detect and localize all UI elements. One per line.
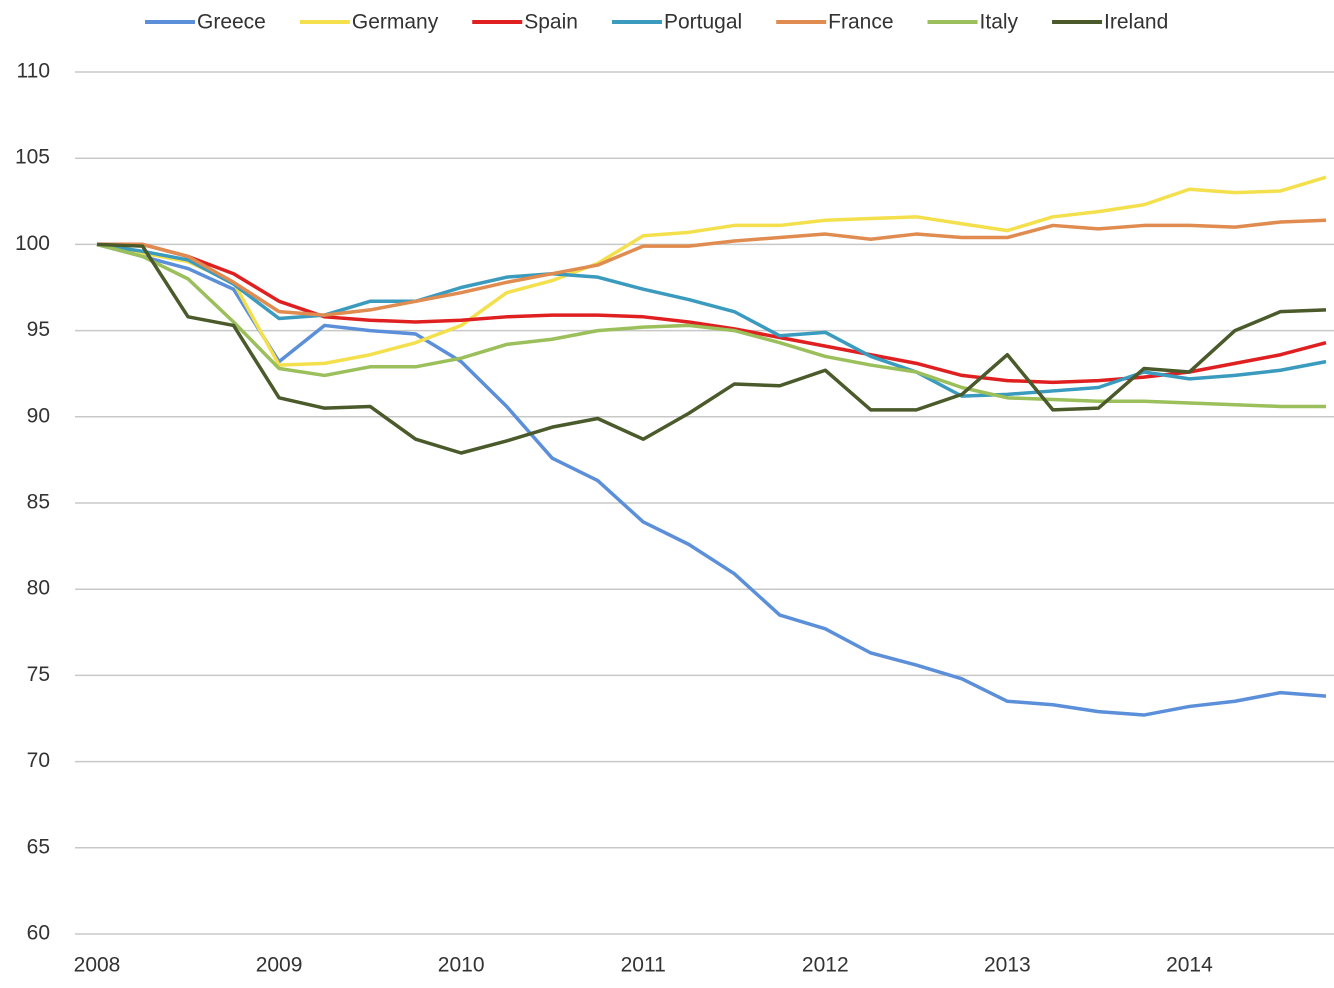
series-line [97, 218, 1327, 317]
series-line [96, 242, 1327, 398]
legend-label: Spain [524, 11, 578, 34]
y-tick-label: 80 [27, 577, 50, 600]
x-tick-label: 2010 [438, 954, 485, 977]
x-tick-label: 2008 [74, 954, 121, 977]
y-tick-label: 60 [27, 922, 50, 945]
legend-label: France [828, 11, 893, 34]
legend-label: Germany [352, 11, 439, 34]
legend-label: Italy [980, 11, 1019, 34]
y-tick-label: 110 [17, 60, 50, 83]
y-tick-label: 105 [15, 146, 50, 169]
series-line [96, 242, 1327, 717]
y-tick-label: 85 [27, 491, 50, 514]
legend-label: Greece [197, 11, 266, 34]
x-tick-label: 2011 [621, 954, 666, 977]
y-tick-label: 90 [27, 404, 50, 427]
x-tick-label: 2013 [984, 954, 1031, 977]
legend-label: Portugal [664, 11, 742, 34]
series-line [96, 175, 1327, 367]
series-line [96, 242, 1326, 409]
legend-label: Ireland [1104, 11, 1168, 34]
x-tick-label: 2009 [256, 954, 303, 977]
y-tick-label: 70 [27, 749, 50, 772]
y-tick-label: 75 [27, 663, 50, 686]
x-tick-label: 2012 [802, 954, 849, 977]
y-tick-label: 100 [15, 232, 50, 255]
y-tick-label: 95 [27, 318, 50, 341]
y-tick-label: 65 [27, 835, 50, 858]
x-tick-label: 2014 [1166, 954, 1213, 977]
series-line [96, 242, 1327, 455]
